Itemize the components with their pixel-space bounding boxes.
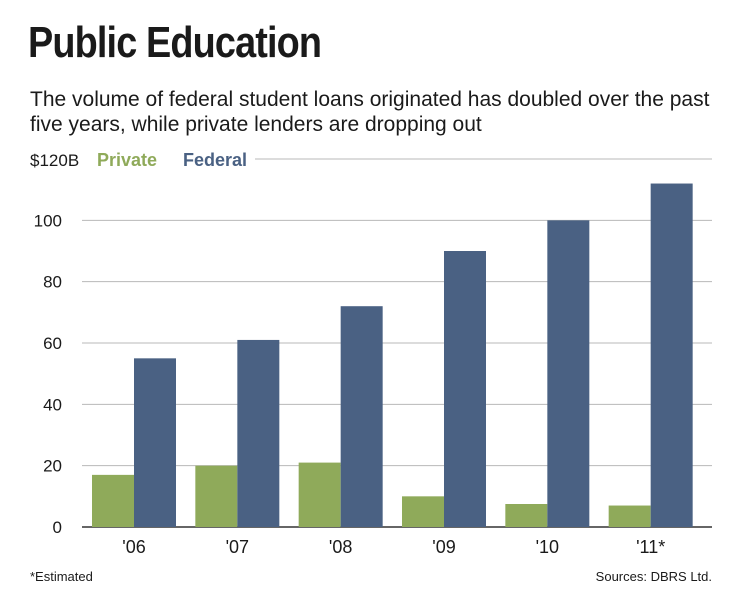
bar-private (505, 504, 548, 527)
legend-private: Private (97, 150, 157, 170)
bar-private (195, 465, 238, 527)
chart-title: Public Education (28, 18, 322, 67)
bar-federal (547, 220, 590, 528)
x-tick-label: '07 (226, 537, 249, 557)
y-tick-label: 0 (53, 518, 62, 537)
bar-federal (134, 358, 176, 527)
x-tick-label: '09 (432, 537, 455, 557)
bar-federal (237, 339, 280, 527)
y-tick-label: 20 (43, 457, 62, 476)
legend: $120B Private Federal (30, 150, 247, 170)
bar-private (298, 462, 341, 527)
bar-federal (650, 183, 693, 528)
footnote: *Estimated (30, 569, 93, 584)
y-tick-label: 60 (43, 334, 62, 353)
bar-federal (340, 306, 383, 527)
y-tick-label: 80 (43, 273, 62, 292)
bars (92, 183, 693, 528)
x-tick-label: '10 (536, 537, 559, 557)
bar-private (608, 505, 651, 527)
chart-subtitle: The volume of federal student loans orig… (30, 88, 710, 136)
y-tick-label: 100 (34, 211, 62, 230)
source-note: Sources: DBRS Ltd. (595, 569, 712, 584)
bar-federal (444, 251, 486, 527)
x-tick-label: '11* (636, 537, 665, 557)
legend-federal: Federal (183, 150, 247, 170)
x-tick-labels: '06 '07 '08 '09 '10 '11* (122, 537, 665, 557)
gridlines (82, 158, 712, 528)
bar-private (402, 496, 444, 527)
y-tick-labels: 0 20 40 60 80 100 (34, 211, 62, 537)
x-tick-label: '08 (329, 537, 352, 557)
x-tick-label: '06 (122, 537, 145, 557)
y-tick-label: 40 (43, 395, 62, 414)
y-tick-label-top: $120B (30, 151, 79, 170)
bar-private (92, 474, 134, 527)
